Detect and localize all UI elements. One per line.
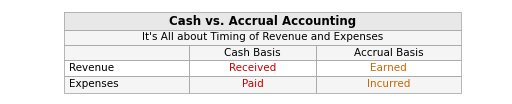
Text: Expenses: Expenses xyxy=(69,79,118,89)
Text: Cash Basis: Cash Basis xyxy=(224,48,281,58)
Text: It's All about Timing of Revenue and Expenses: It's All about Timing of Revenue and Exp… xyxy=(142,32,383,42)
Bar xyxy=(64,76,189,93)
Bar xyxy=(189,76,316,93)
Text: Incurred: Incurred xyxy=(367,79,410,89)
Bar xyxy=(316,76,461,93)
Bar xyxy=(64,30,461,45)
Text: Cash vs. Accrual Accounting: Cash vs. Accrual Accounting xyxy=(169,15,356,28)
Bar xyxy=(64,60,189,76)
Text: Received: Received xyxy=(229,63,276,73)
Bar xyxy=(316,45,461,60)
Text: Revenue: Revenue xyxy=(69,63,114,73)
Text: Earned: Earned xyxy=(370,63,407,73)
Text: Accrual Basis: Accrual Basis xyxy=(354,48,423,58)
Bar xyxy=(189,45,316,60)
Bar xyxy=(316,60,461,76)
Bar xyxy=(189,60,316,76)
Bar xyxy=(64,12,461,30)
Bar xyxy=(64,45,189,60)
Text: Paid: Paid xyxy=(242,79,263,89)
